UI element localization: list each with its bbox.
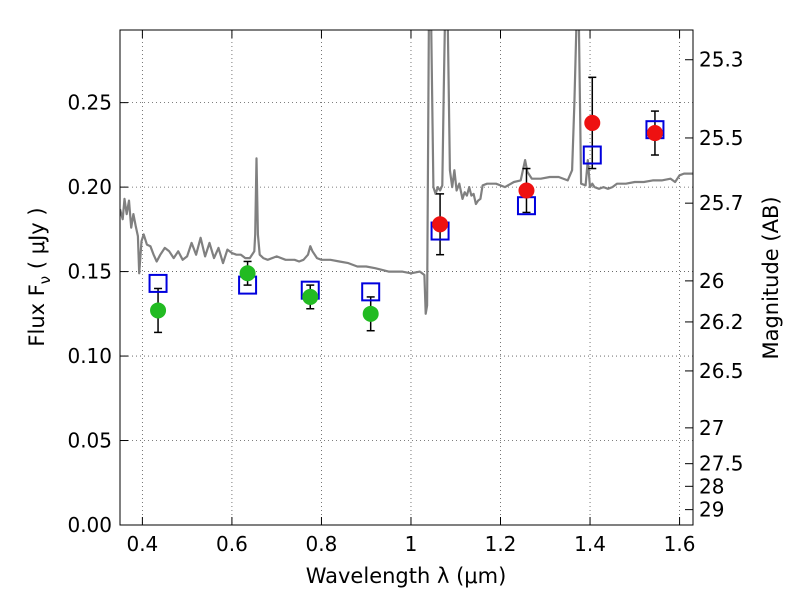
y2-tick-label: 27.5 (699, 452, 744, 476)
y2-tick-label: 27 (699, 416, 724, 440)
y-axis-label-main: Flux F (25, 284, 49, 346)
y-axis-label-subscript: ν (36, 276, 54, 284)
model-spectrum-line (120, 30, 693, 315)
observed-flux-point (362, 305, 379, 322)
y2-axis-label: Magnitude (AB) (759, 196, 783, 359)
model-photometry-square (361, 282, 381, 302)
observed-flux-point (518, 182, 535, 199)
y-tick-label: 0.00 (67, 513, 112, 537)
x-tick-label: 1.4 (574, 532, 606, 556)
observed-flux-point (302, 288, 319, 305)
spectrum-layer (120, 30, 693, 315)
y-axis-label: Flux Fν ( μJy ) (25, 207, 54, 346)
x-tick-label: 0.8 (306, 532, 338, 556)
y2-tick-label: 28 (699, 474, 724, 498)
y2-tick-label: 26.2 (699, 310, 744, 334)
x-tick-label: 0.4 (126, 532, 158, 556)
x-tick-label: 1.6 (664, 532, 696, 556)
grid (120, 30, 693, 525)
observed-flux-point (646, 125, 663, 142)
y-tick-label: 0.05 (67, 429, 112, 453)
plot-background (120, 30, 693, 525)
marker-layer (148, 114, 665, 322)
plot-frame (119, 29, 694, 526)
y2-tick-label: 29 (699, 498, 724, 522)
y2-tick-label: 25.7 (699, 191, 744, 215)
model-photometry-square (148, 273, 168, 293)
x-tick-label: 1.2 (485, 532, 517, 556)
y2-tick-label: 25.5 (699, 126, 744, 150)
model-photometry-square (582, 145, 602, 165)
y2-tick-label: 26 (699, 269, 724, 293)
y-axis: 0.00 0.05 0.10 0.15 0.20 0.25 (67, 91, 128, 537)
x-tick-label: 0.6 (216, 532, 248, 556)
x-axis-label: Wavelength λ (μm) (306, 564, 507, 588)
observed-flux-point (432, 216, 449, 233)
y-tick-label: 0.25 (67, 91, 112, 115)
y2-tick-label: 25.3 (699, 48, 744, 72)
y2-tick-label: 26.5 (699, 359, 744, 383)
x-tick-label: 1 (405, 532, 418, 556)
y-tick-label: 0.10 (67, 344, 112, 368)
y-tick-label: 0.20 (67, 175, 112, 199)
x-axis: 0.4 0.6 0.8 1 1.2 1.4 1.6 (126, 30, 695, 556)
y-axis-label-unit: ( μJy ) (25, 207, 49, 275)
observed-flux-point (584, 114, 601, 131)
observed-flux-point (150, 302, 167, 319)
observed-flux-point (239, 265, 256, 282)
y-tick-label: 0.15 (67, 260, 112, 284)
